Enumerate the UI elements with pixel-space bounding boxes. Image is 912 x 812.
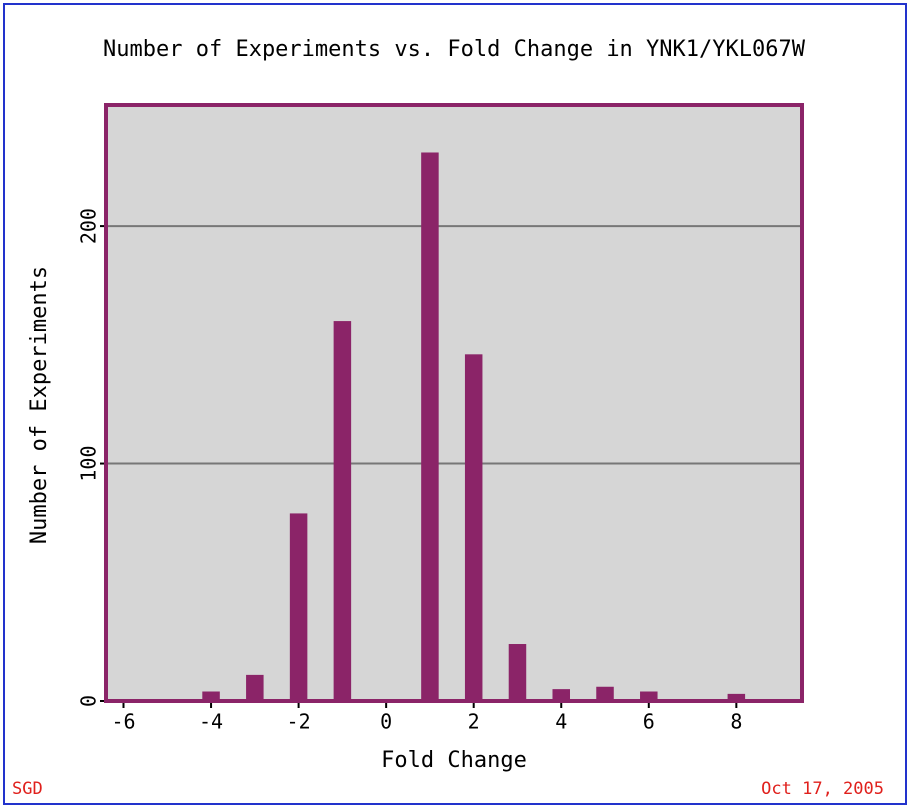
bar: [202, 691, 220, 701]
x-tick-label: 2: [468, 710, 480, 734]
bar: [552, 689, 570, 701]
bar: [727, 693, 746, 701]
y-axis-label: Number of Experiments: [27, 266, 52, 544]
bar: [289, 513, 308, 701]
x-tick-label: 4: [555, 710, 567, 734]
x-tick-label: 8: [730, 710, 742, 734]
bar: [421, 152, 439, 701]
bar: [596, 686, 614, 701]
x-tick-label: 0: [380, 710, 392, 734]
plot-border: [104, 103, 804, 703]
x-tick-label: -4: [199, 710, 223, 734]
x-axis-label: Fold Change: [381, 748, 527, 773]
bar: [333, 321, 352, 701]
y-tick-label: 100: [77, 445, 101, 481]
x-tick-label: -6: [111, 710, 135, 734]
bar: [464, 354, 483, 701]
date: Oct 17, 2005: [761, 779, 884, 799]
bar: [640, 691, 658, 701]
source: SGD: [12, 779, 43, 799]
bar: [246, 674, 264, 701]
plot-area: [106, 105, 802, 701]
chart-title: Number of Experiments vs. Fold Change in…: [103, 37, 806, 62]
x-tick-label: 6: [643, 710, 655, 734]
x-tick-label: -2: [287, 710, 311, 734]
y-tick-label: 0: [77, 695, 101, 707]
bar: [508, 644, 527, 701]
y-tick-label: 200: [77, 208, 101, 244]
